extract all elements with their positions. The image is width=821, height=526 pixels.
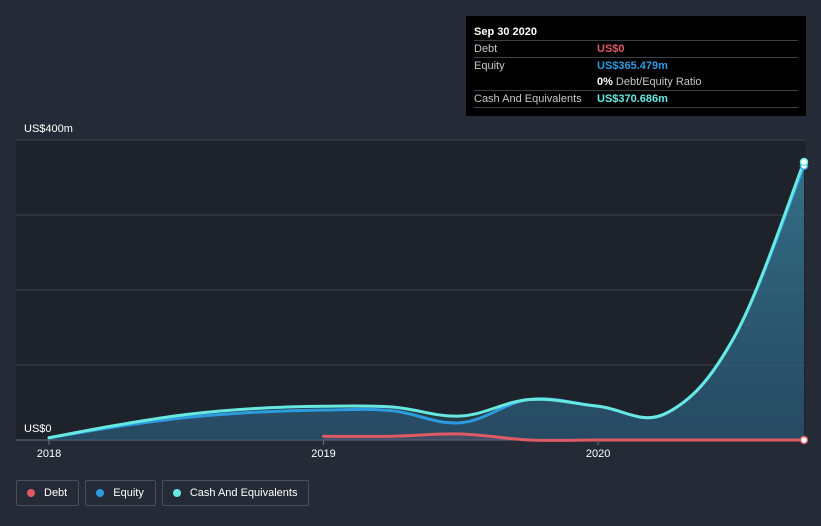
end-marker-cash-and-equivalents	[799, 157, 809, 167]
legend-item-cash[interactable]: Cash And Equivalents	[161, 480, 310, 506]
data-tooltip: Sep 30 2020 Debt US$0 Equity US$365.479m…	[466, 16, 806, 116]
legend-dot-debt	[27, 489, 35, 497]
series-lines	[47, 160, 806, 442]
legend-label-debt: Debt	[44, 487, 68, 499]
x-axis-ticks: 2018 2019 2020	[37, 440, 610, 460]
end-marker-debt	[799, 435, 809, 445]
tooltip-ratio-label: Debt/Equity Ratio	[615, 76, 702, 88]
tooltip-cash-value: US$370.686m	[597, 93, 668, 105]
legend-item-debt[interactable]: Debt	[16, 480, 80, 506]
x-tick-label-2020: 2020	[586, 448, 610, 460]
tooltip-debt-value: US$0	[597, 43, 625, 55]
gridlines	[16, 139, 805, 441]
tooltip-equity-label: Equity	[474, 60, 505, 72]
tooltip-row-ratio: 0% Debt/Equity Ratio	[474, 74, 798, 90]
tooltip-cash-label: Cash And Equivalents	[474, 93, 582, 105]
x-tick-label-2019: 2019	[311, 448, 335, 460]
end-markers	[799, 157, 809, 445]
tooltip-row-equity: Equity US$365.479m	[474, 57, 798, 74]
y-axis-max-label: US$400m	[24, 123, 73, 135]
legend-label-equity: Equity	[113, 487, 144, 499]
tooltip-equity-value: US$365.479m	[597, 60, 668, 72]
x-tick-label-2018: 2018	[37, 448, 61, 460]
legend-dot-equity	[96, 489, 105, 497]
area-equity	[49, 165, 804, 440]
y-axis-zero-label: US$0	[24, 423, 52, 435]
tooltip-ratio-value: 0%	[597, 76, 613, 88]
area-cash-and-equivalents	[49, 161, 804, 440]
chart-legend: Debt Equity Cash And Equivalents	[16, 480, 310, 506]
tooltip-date: Sep 30 2020	[474, 26, 537, 38]
tooltip-row-cash: Cash And Equivalents US$370.686m	[474, 90, 798, 108]
legend-item-equity[interactable]: Equity	[85, 480, 156, 506]
legend-label-cash: Cash And Equivalents	[189, 487, 298, 499]
legend-dot-cash	[172, 489, 181, 497]
tooltip-debt-label: Debt	[474, 43, 498, 55]
line-debt	[322, 432, 806, 442]
tooltip-row-debt: Debt US$0	[474, 40, 798, 57]
line-cash-and-equivalents	[47, 160, 806, 440]
